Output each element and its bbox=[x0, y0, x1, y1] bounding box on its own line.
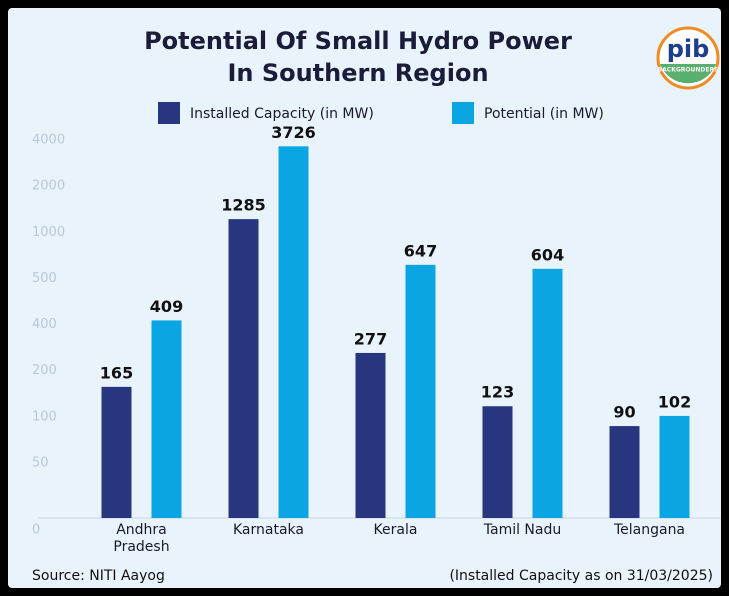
value-label: 123 bbox=[481, 383, 514, 402]
value-label: 102 bbox=[658, 392, 691, 411]
bar bbox=[151, 320, 182, 518]
x-tick-label: Telangana bbox=[613, 522, 686, 538]
y-tick-label: 2000 bbox=[32, 179, 65, 194]
legend: Installed Capacity (in MW) Potential (in … bbox=[158, 102, 604, 124]
bar bbox=[278, 146, 309, 518]
bar bbox=[228, 219, 259, 518]
bar bbox=[609, 426, 640, 518]
value-label: 604 bbox=[531, 245, 564, 264]
value-label: 3726 bbox=[271, 123, 316, 142]
logo-subtext: BACKGROUNDERS bbox=[658, 67, 719, 74]
bar bbox=[532, 268, 563, 518]
x-tick-label: Andhra Pradesh bbox=[113, 522, 170, 555]
source: Source: NITI Aayog bbox=[32, 568, 165, 584]
y-tick-label: 1000 bbox=[32, 225, 65, 240]
bar bbox=[405, 264, 436, 518]
value-label: 90 bbox=[613, 403, 635, 422]
chart-title: In Southern Region bbox=[227, 59, 488, 87]
note: (Installed Capacity as on 31/03/2025) bbox=[449, 568, 713, 584]
y-tick-label: 4000 bbox=[32, 133, 65, 148]
chart-frame: Potential Of Small Hydro Power In Southe… bbox=[8, 8, 721, 588]
bar bbox=[482, 406, 513, 518]
y-tick-label: 100 bbox=[32, 409, 57, 424]
value-label: 1285 bbox=[221, 196, 266, 215]
y-tick-label: 50 bbox=[32, 456, 49, 471]
legend-swatch bbox=[158, 102, 180, 124]
bar bbox=[355, 352, 386, 518]
x-tick-label: Kerala bbox=[373, 522, 418, 538]
chart-title: Potential Of Small Hydro Power bbox=[144, 27, 572, 55]
y-tick-label: 500 bbox=[32, 271, 57, 286]
x-tick-label: Tamil Nadu bbox=[483, 522, 562, 538]
legend-swatch bbox=[452, 102, 474, 124]
logo-text: pib bbox=[667, 35, 710, 63]
logo: pib BACKGROUNDERS bbox=[656, 26, 720, 90]
bar bbox=[659, 415, 690, 518]
y-tick-label: 0 bbox=[32, 523, 40, 538]
y-tick-label: 200 bbox=[32, 363, 57, 378]
y-tick-label: 400 bbox=[32, 317, 57, 332]
x-tick-label: Karnataka bbox=[233, 522, 304, 538]
legend-label: Installed Capacity (in MW) bbox=[190, 106, 374, 122]
legend-label: Potential (in MW) bbox=[484, 106, 604, 122]
logo-band bbox=[660, 64, 716, 84]
chart: Potential Of Small Hydro Power In Southe… bbox=[32, 26, 721, 538]
bar bbox=[101, 386, 132, 518]
value-label: 409 bbox=[150, 297, 183, 316]
value-label: 647 bbox=[404, 241, 437, 260]
value-label: 165 bbox=[100, 363, 133, 382]
value-label: 277 bbox=[354, 329, 387, 348]
